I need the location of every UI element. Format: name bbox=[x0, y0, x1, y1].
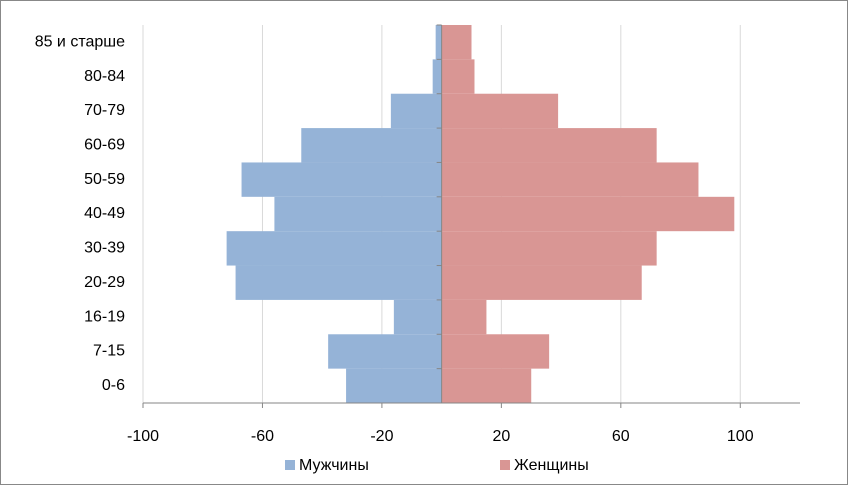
x-tick-label: 100 bbox=[727, 428, 754, 445]
bar bbox=[226, 231, 442, 266]
y-tick-label: 70-79 bbox=[84, 102, 125, 119]
legend-label: Мужчины bbox=[299, 457, 369, 474]
bar bbox=[346, 368, 442, 403]
bar bbox=[274, 196, 442, 232]
bar bbox=[328, 334, 442, 369]
bar bbox=[241, 162, 442, 197]
bar bbox=[390, 93, 442, 129]
y-tick-label: 0-6 bbox=[102, 377, 125, 394]
y-tick-label: 30-39 bbox=[84, 240, 125, 257]
y-tick-label: 7-15 bbox=[93, 343, 125, 360]
bar bbox=[235, 265, 442, 300]
bar bbox=[393, 299, 442, 335]
bar bbox=[441, 196, 735, 232]
bar bbox=[441, 25, 472, 60]
bar bbox=[441, 231, 657, 266]
bar bbox=[432, 59, 442, 94]
legend-label: Женщины bbox=[514, 457, 589, 474]
y-tick-label: 20-29 bbox=[84, 274, 125, 291]
bar bbox=[435, 25, 442, 60]
y-tick-label: 60-69 bbox=[84, 136, 125, 153]
y-tick-label: 80-84 bbox=[84, 68, 125, 85]
y-tick-label: 50-59 bbox=[84, 171, 125, 188]
legend-swatch bbox=[500, 460, 510, 470]
x-tick-label: 20 bbox=[492, 428, 510, 445]
x-tick-label: -20 bbox=[370, 428, 393, 445]
bar bbox=[441, 299, 487, 335]
x-tick-label: 60 bbox=[612, 428, 630, 445]
bar bbox=[441, 265, 642, 300]
bar bbox=[441, 162, 699, 197]
x-tick-label: -100 bbox=[127, 428, 159, 445]
y-tick-label: 40-49 bbox=[84, 205, 125, 222]
legend-swatch bbox=[285, 460, 295, 470]
y-tick-label: 16-19 bbox=[84, 308, 125, 325]
bar bbox=[441, 128, 657, 163]
x-tick-label: -60 bbox=[251, 428, 274, 445]
bar bbox=[441, 59, 475, 94]
bar bbox=[441, 368, 532, 403]
y-tick-label: 85 и старше bbox=[35, 33, 125, 50]
bar bbox=[301, 128, 442, 163]
bar bbox=[441, 93, 559, 129]
bar bbox=[441, 334, 550, 369]
